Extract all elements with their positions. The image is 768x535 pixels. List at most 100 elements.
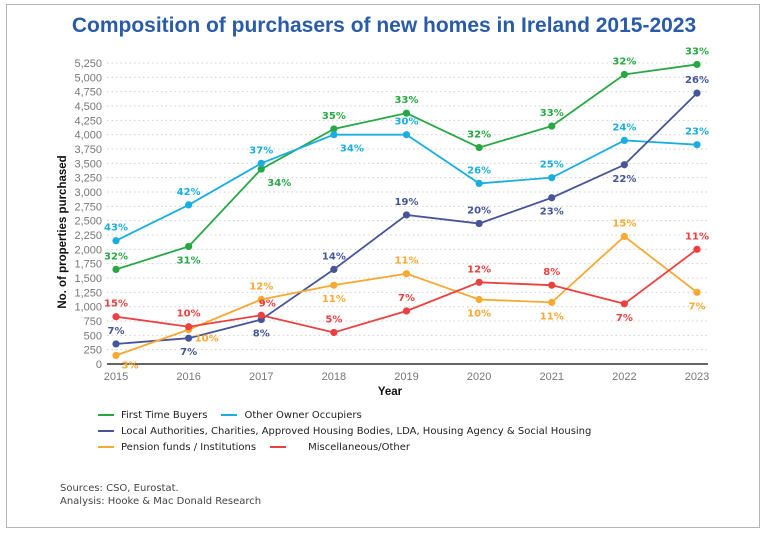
- legend-swatch: [98, 446, 114, 448]
- x-tick-label: 2016: [176, 371, 200, 383]
- data-label-first-time-buyers: 32%: [467, 130, 491, 141]
- data-label-pension-funds: 11%: [540, 311, 564, 322]
- data-point-local-authorities: [185, 334, 193, 342]
- y-tick-label: 250: [84, 345, 102, 357]
- data-label-pension-funds: 15%: [612, 218, 636, 229]
- data-point-local-authorities: [620, 161, 628, 169]
- data-point-other-owner-occupiers: [693, 141, 701, 149]
- legend-item-first-time-buyers: First Time Buyers: [98, 410, 207, 421]
- x-axis-title: Year: [378, 386, 403, 398]
- y-tick-label: 500: [84, 330, 102, 342]
- data-label-other-owner-occupiers: 26%: [467, 165, 491, 176]
- data-point-local-authorities: [475, 219, 483, 228]
- x-tick-label: 2015: [104, 371, 128, 383]
- data-point-miscellaneous: [548, 281, 556, 289]
- y-tick-label: 2,750: [74, 201, 102, 213]
- data-label-miscellaneous: 15%: [104, 299, 128, 310]
- y-tick-label: 1,500: [74, 273, 102, 285]
- data-point-first-time-buyers: [402, 109, 411, 117]
- data-label-miscellaneous: 12%: [467, 264, 491, 275]
- data-label-other-owner-occupiers: 30%: [395, 117, 419, 128]
- data-point-miscellaneous: [330, 328, 338, 337]
- data-point-miscellaneous: [257, 311, 265, 319]
- data-point-miscellaneous: [475, 278, 483, 286]
- y-tick-label: 4,250: [74, 115, 102, 127]
- data-label-other-owner-occupiers: 23%: [685, 127, 709, 138]
- data-label-pension-funds: 7%: [689, 301, 706, 312]
- y-tick-label: 2,500: [74, 216, 102, 228]
- data-label-pension-funds: 12%: [249, 282, 273, 293]
- data-label-local-authorities: 19%: [395, 197, 419, 208]
- data-point-local-authorities: [402, 211, 411, 219]
- data-point-other-owner-occupiers: [475, 179, 483, 187]
- data-point-first-time-buyers: [475, 143, 483, 152]
- data-label-first-time-buyers: 33%: [395, 95, 419, 106]
- data-label-pension-funds: 3%: [122, 360, 139, 371]
- sources-text: Sources: CSO, Eurostat.: [60, 483, 179, 494]
- legend-swatch: [98, 430, 114, 432]
- data-point-pension-funds: [402, 270, 411, 278]
- data-label-local-authorities: 22%: [612, 174, 636, 185]
- data-point-other-owner-occupiers: [620, 136, 628, 144]
- data-point-miscellaneous: [185, 323, 193, 331]
- data-point-first-time-buyers: [330, 125, 338, 133]
- analysis-text: Analysis: Hooke & Mac Donald Research: [60, 496, 262, 507]
- data-point-pension-funds: [548, 298, 556, 306]
- legend-swatch: [98, 414, 114, 416]
- data-label-other-owner-occupiers: 42%: [177, 187, 201, 198]
- data-label-local-authorities: 20%: [467, 206, 491, 217]
- data-point-local-authorities: [548, 194, 556, 202]
- data-point-first-time-buyers: [112, 265, 120, 273]
- data-label-miscellaneous: 5%: [325, 314, 342, 325]
- data-label-miscellaneous: 9%: [259, 298, 276, 309]
- y-tick-label: 2,250: [74, 230, 102, 242]
- data-point-local-authorities: [330, 265, 338, 273]
- legend-item-other-owner-occupiers: Other Owner Occupiers: [221, 410, 362, 421]
- x-tick-label: 2023: [685, 371, 709, 383]
- data-label-first-time-buyers: 31%: [177, 255, 201, 266]
- data-point-other-owner-occupiers: [112, 237, 120, 245]
- y-tick-label: 750: [84, 316, 102, 328]
- data-label-pension-funds: 10%: [195, 334, 219, 345]
- data-label-first-time-buyers: 32%: [104, 251, 128, 262]
- data-point-local-authorities: [693, 89, 701, 97]
- data-point-pension-funds: [112, 351, 120, 359]
- data-label-other-owner-occupiers: 24%: [612, 122, 636, 133]
- y-tick-label: 1,000: [74, 302, 102, 314]
- legend-item-pension-funds: Pension funds / Institutions: [98, 442, 256, 453]
- data-label-pension-funds: 10%: [467, 309, 491, 320]
- data-point-other-owner-occupiers: [330, 131, 338, 139]
- data-label-local-authorities: 23%: [540, 207, 564, 218]
- y-tick-label: 4,000: [74, 130, 102, 142]
- data-point-first-time-buyers: [548, 122, 556, 130]
- data-label-other-owner-occupiers: 34%: [340, 144, 364, 155]
- y-tick-label: 3,500: [74, 158, 102, 170]
- data-label-local-authorities: 14%: [322, 251, 346, 262]
- data-label-local-authorities: 7%: [180, 347, 197, 358]
- data-point-pension-funds: [620, 232, 628, 241]
- data-point-first-time-buyers: [620, 70, 628, 79]
- data-label-pension-funds: 11%: [395, 256, 419, 267]
- data-label-first-time-buyers: 33%: [685, 46, 709, 57]
- data-point-local-authorities: [112, 340, 120, 348]
- x-tick-label: 2021: [540, 371, 564, 383]
- chart-frame: [6, 4, 760, 528]
- y-tick-label: 5,250: [74, 58, 102, 70]
- data-label-first-time-buyers: 32%: [612, 56, 636, 67]
- legend-swatch: [221, 414, 238, 416]
- data-point-first-time-buyers: [257, 165, 265, 173]
- data-point-pension-funds: [475, 295, 483, 304]
- data-point-miscellaneous: [402, 307, 411, 315]
- data-label-miscellaneous: 7%: [398, 293, 415, 304]
- y-tick-label: 1,750: [74, 259, 102, 271]
- data-label-local-authorities: 7%: [108, 326, 125, 337]
- data-point-pension-funds: [693, 288, 701, 296]
- data-label-first-time-buyers: 34%: [267, 178, 291, 189]
- data-label-miscellaneous: 11%: [685, 231, 709, 242]
- data-label-miscellaneous: 8%: [543, 267, 560, 278]
- data-label-miscellaneous: 7%: [616, 313, 633, 324]
- y-tick-label: 1,250: [74, 287, 102, 299]
- data-point-other-owner-occupiers: [257, 159, 265, 167]
- y-tick-label: 4,750: [74, 87, 102, 99]
